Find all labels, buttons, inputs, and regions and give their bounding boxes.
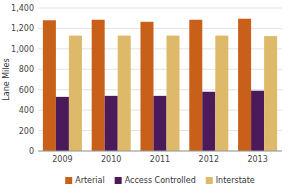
bar <box>105 96 118 151</box>
legend-swatch <box>65 177 72 184</box>
grid-line <box>38 8 282 9</box>
legend-swatch <box>206 177 213 184</box>
y-tick-label: 1,400 <box>11 4 34 13</box>
legend-item: Interstate <box>206 176 255 185</box>
bar <box>118 36 131 151</box>
bar <box>69 36 82 151</box>
y-tick-label: 600 <box>19 86 34 95</box>
bar <box>238 19 251 151</box>
bar <box>202 92 215 151</box>
legend-label: Interstate <box>216 176 255 185</box>
y-tick-label: 200 <box>19 127 34 136</box>
legend-label: Arterial <box>75 176 104 185</box>
bar <box>56 97 69 151</box>
x-tick-label: 2011 <box>150 155 170 164</box>
bar <box>167 36 180 151</box>
bar <box>43 20 56 151</box>
legend-label: Access Controlled <box>125 176 196 185</box>
bar <box>189 20 202 151</box>
legend-swatch <box>115 177 122 184</box>
y-tick-label: 1,000 <box>11 45 34 54</box>
bar <box>251 91 264 151</box>
y-axis: 0 200 400 600 800 1,000 1,200 1,400 <box>11 4 282 156</box>
bar <box>92 20 105 151</box>
chart-container: 0 200 400 600 800 1,000 1,200 1,400 Lane Miles 20… <box>0 0 290 193</box>
bars <box>43 19 277 151</box>
bar <box>140 22 153 151</box>
x-tick-label: 2010 <box>101 155 121 164</box>
x-tick-label: 2009 <box>52 155 72 164</box>
x-axis: 2009 2010 2011 2012 2013 <box>38 151 282 164</box>
legend-item: Arterial <box>65 176 104 185</box>
legend: Arterial Access Controlled Interstate <box>65 176 255 185</box>
x-tick-label: 2013 <box>247 155 267 164</box>
chart: 0 200 400 600 800 1,000 1,200 1,400 Lane Miles 20… <box>0 0 290 193</box>
bar <box>264 36 277 151</box>
bar <box>153 96 166 151</box>
y-axis-label: Lane Miles <box>2 58 11 100</box>
legend-item: Access Controlled <box>115 176 196 185</box>
bar <box>215 36 228 151</box>
y-tick-label: 0 <box>29 147 34 156</box>
x-tick-label: 2012 <box>199 155 219 164</box>
y-tick-label: 800 <box>19 65 34 74</box>
y-tick-label: 1,200 <box>11 24 34 33</box>
y-tick-label: 400 <box>19 106 34 115</box>
grid-line <box>38 151 282 152</box>
x-axis-line <box>38 151 282 152</box>
